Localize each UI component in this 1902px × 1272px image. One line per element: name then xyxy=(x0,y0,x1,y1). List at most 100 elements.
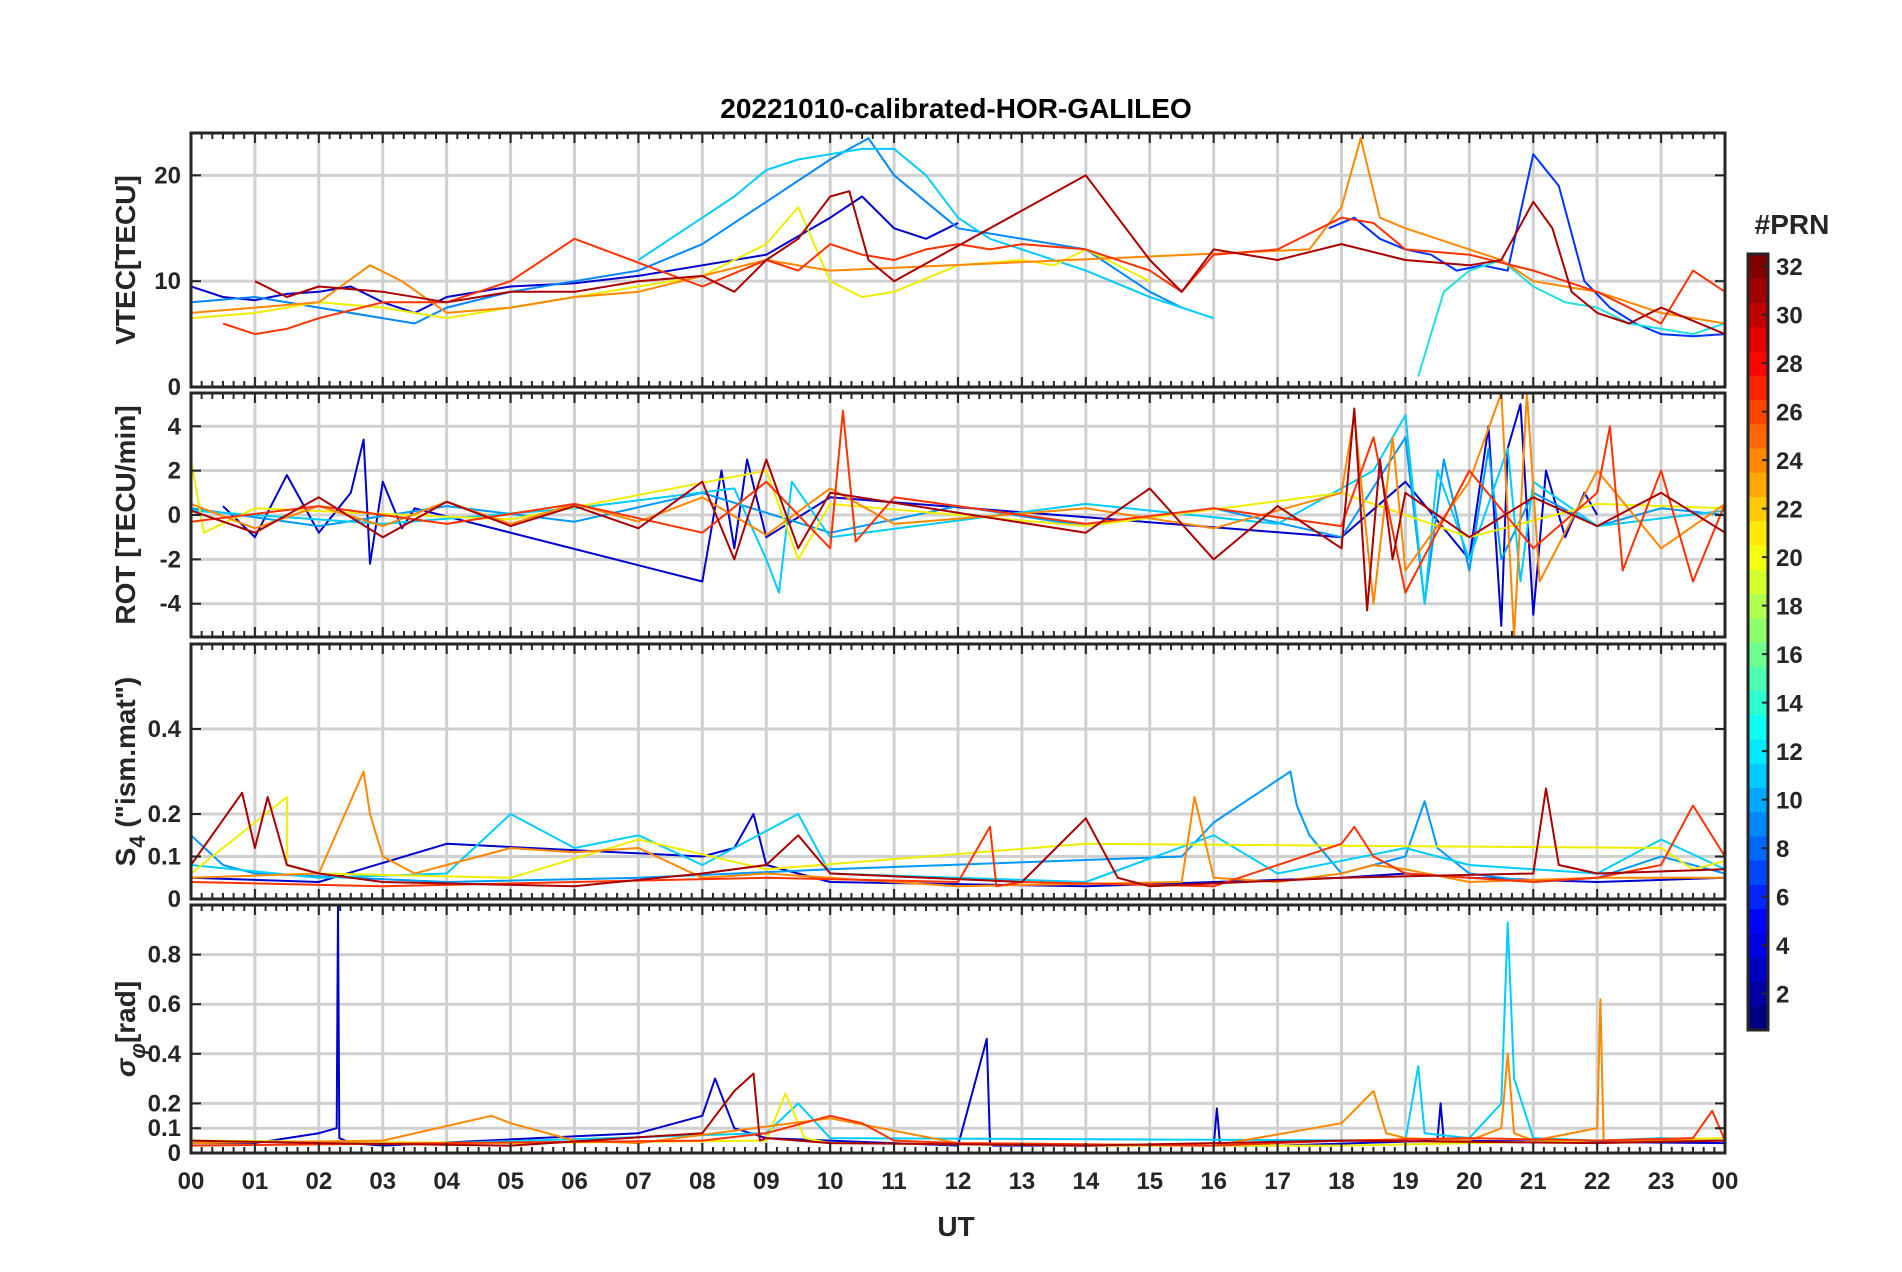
colorbar-segment xyxy=(1748,860,1768,885)
x-axis-label: UT xyxy=(937,1211,974,1242)
series-line-prn-4 xyxy=(1328,153,1725,338)
chart-title: 20221010-calibrated-HOR-GALILEO xyxy=(720,93,1192,124)
x-tick-label: 23 xyxy=(1648,1168,1675,1195)
colorbar-label: #PRN xyxy=(1755,209,1830,240)
y-tick-label: 0.8 xyxy=(148,942,181,969)
series-line-prn-27 xyxy=(222,216,1725,336)
panel-frame xyxy=(189,391,1727,639)
colorbar-segment xyxy=(1748,278,1768,303)
series-line-prn-13 xyxy=(1417,259,1725,377)
x-tick-label: 20 xyxy=(1456,1168,1483,1195)
y-tick-label: 0 xyxy=(168,886,181,913)
colorbar-segment xyxy=(1748,569,1768,594)
colorbar-segment xyxy=(1748,933,1768,958)
y-tick-label: -4 xyxy=(160,591,182,618)
x-tick-label: 08 xyxy=(689,1168,716,1195)
y-tick-label: 0 xyxy=(168,502,181,529)
colorbar-tick-label: 10 xyxy=(1776,788,1803,815)
colorbar-tick-label: 6 xyxy=(1776,885,1789,912)
series-line-prn-31 xyxy=(191,407,1725,612)
y-tick-label: 0 xyxy=(168,1140,181,1167)
series-group xyxy=(191,137,1725,377)
colorbar-segment xyxy=(1748,787,1768,813)
colorbar-tick-label: 2 xyxy=(1776,982,1789,1009)
colorbar-tick-label: 30 xyxy=(1776,303,1803,330)
colorbar-tick-label: 4 xyxy=(1776,933,1790,960)
x-tick-label: 16 xyxy=(1200,1168,1227,1195)
series-line-prn-19 xyxy=(191,796,1725,879)
series-line-prn-19 xyxy=(191,206,1151,320)
colorbar-tick-label: 8 xyxy=(1776,836,1789,863)
y-tick-label: -2 xyxy=(160,546,181,573)
x-tick-label: 00 xyxy=(178,1168,205,1195)
panel-frame xyxy=(189,131,1727,389)
colorbar-segment xyxy=(1748,326,1768,352)
x-tick-label: 07 xyxy=(625,1168,652,1195)
colorbar-segment xyxy=(1748,375,1768,400)
y-tick-label: 20 xyxy=(154,162,181,189)
y-axis-label-vtec: VTEC[TECU] xyxy=(110,175,141,345)
colorbar-segment xyxy=(1748,399,1768,425)
y-tick-label: 0.4 xyxy=(148,716,182,743)
y-tick-label: 0.6 xyxy=(148,991,181,1018)
colorbar-segment xyxy=(1748,520,1768,546)
panel-s4: 0 0.1 0.2 0.4S4 ("ism.mat") xyxy=(110,642,1727,913)
y-axis-label-rot: ROT [TECU/min] xyxy=(110,405,141,624)
y-tick-label: 0.1 xyxy=(148,844,181,871)
series-group xyxy=(191,393,1725,637)
panel-rot: -4 -2 0 2 4 ROT [TECU/min] xyxy=(110,391,1727,639)
colorbar-segment xyxy=(1748,836,1768,861)
panel-frame xyxy=(189,642,1727,901)
panel-frame xyxy=(189,903,1727,1155)
panel-sigma_phi: 00.10.2 0.4 0.6 0.8 σφ[rad] 00 01 02 03 04 05 06 07 0… xyxy=(110,903,1739,1195)
y-tick-label: 0.4 xyxy=(148,1041,182,1068)
series-line-prn-31 xyxy=(191,787,1725,888)
colorbar-segment xyxy=(1748,496,1768,522)
x-tick-label: 02 xyxy=(305,1168,332,1195)
x-tick-label: 14 xyxy=(1072,1168,1099,1195)
y-axis-label-s4: S4 ("ism.mat") xyxy=(110,677,150,867)
series-line-prn-12 xyxy=(191,813,1725,883)
colorbar-segment xyxy=(1748,714,1768,740)
x-tick-label: 10 xyxy=(817,1168,844,1195)
y-tick-label: 0.2 xyxy=(148,1090,181,1117)
colorbar-segment xyxy=(1748,302,1768,328)
colorbar-tick-label: 14 xyxy=(1776,691,1803,718)
colorbar-segment xyxy=(1748,981,1768,1007)
colorbar-tick-label: 26 xyxy=(1776,400,1803,427)
x-tick-label: 12 xyxy=(945,1168,972,1195)
y-axis-label-sigma_phi: σφ[rad] xyxy=(110,981,150,1077)
colorbar-segment xyxy=(1748,254,1768,279)
colorbar-segment xyxy=(1748,763,1768,788)
x-tick-label: 00 xyxy=(1712,1168,1739,1195)
x-tick-label: 13 xyxy=(1009,1168,1036,1195)
x-tick-label: 15 xyxy=(1136,1168,1163,1195)
colorbar-segment xyxy=(1748,642,1768,667)
x-tick-label: 22 xyxy=(1584,1168,1611,1195)
colorbar-segment xyxy=(1748,472,1768,497)
colorbar-tick-label: 18 xyxy=(1776,594,1803,621)
x-tick-label: 05 xyxy=(497,1168,524,1195)
y-tick-label: 2 xyxy=(168,458,181,485)
colorbar-tick-label: 20 xyxy=(1776,545,1803,572)
colorbar-frame xyxy=(1746,252,1770,1032)
series-line-prn-10 xyxy=(191,436,1725,605)
x-tick-label: 06 xyxy=(561,1168,588,1195)
series-line-prn-27 xyxy=(191,804,1725,888)
colorbar-segment xyxy=(1748,351,1768,376)
colorbar-tick-label: 24 xyxy=(1776,448,1803,475)
series-line-prn-24 xyxy=(191,137,1725,325)
colorbar-tick-label: 28 xyxy=(1776,351,1803,378)
colorbar-segment xyxy=(1748,908,1768,934)
colorbar-tick-label: 32 xyxy=(1776,254,1803,281)
colorbar-segment xyxy=(1748,666,1768,691)
colorbar-segment xyxy=(1748,448,1768,473)
colorbar-segment xyxy=(1748,811,1768,837)
x-tick-label: 01 xyxy=(242,1168,269,1195)
y-tick-label: 0 xyxy=(168,374,181,401)
x-tick-label: 03 xyxy=(369,1168,396,1195)
x-tick-label: 11 xyxy=(881,1168,906,1195)
